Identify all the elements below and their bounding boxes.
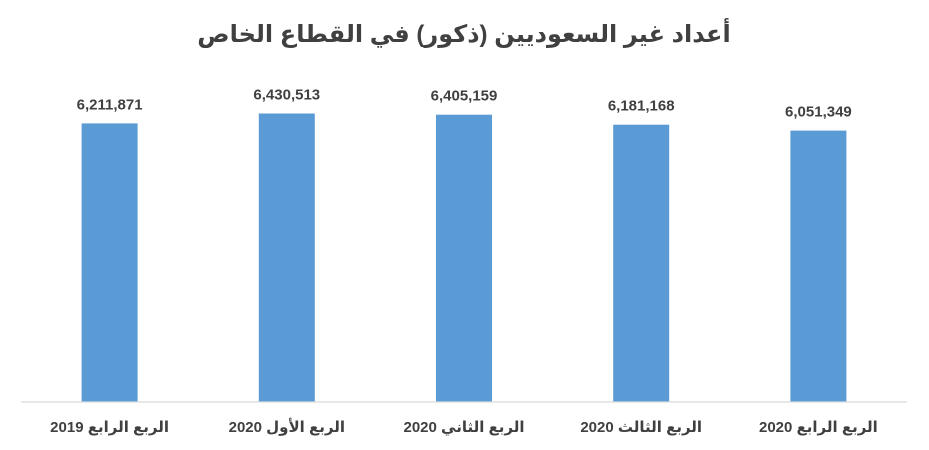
data-label: 6,405,159 [431, 88, 498, 105]
x-tick-label: الربع الأول 2020 [229, 418, 345, 436]
bar [81, 123, 138, 403]
bars-group [81, 113, 847, 403]
x-tick-label: الربع الرابع 2020 [759, 419, 878, 436]
data-label: 6,051,349 [785, 104, 852, 121]
x-tick-label: الربع الثاني 2020 [403, 419, 524, 436]
data-label: 6,211,871 [77, 96, 143, 113]
bar [790, 130, 847, 402]
category-labels-group: الربع الرابع 2019 الربع الأول 2020 الربع ا… [50, 418, 878, 436]
bar [613, 124, 670, 402]
data-label: 6,181,168 [608, 98, 675, 115]
chart-title: أعداد غير السعوديين (ذكور) في القطاع الخ… [197, 18, 730, 48]
bar [258, 113, 315, 402]
bar [436, 114, 492, 402]
x-tick-label: الربع الثالث 2020 [580, 419, 702, 436]
data-label: 6,430,513 [253, 87, 320, 104]
x-tick-label: الربع الرابع 2019 [50, 419, 169, 436]
value-labels-group: 6,211,871 6,430,513 6,405,159 6,181,168 6,05… [77, 87, 852, 121]
